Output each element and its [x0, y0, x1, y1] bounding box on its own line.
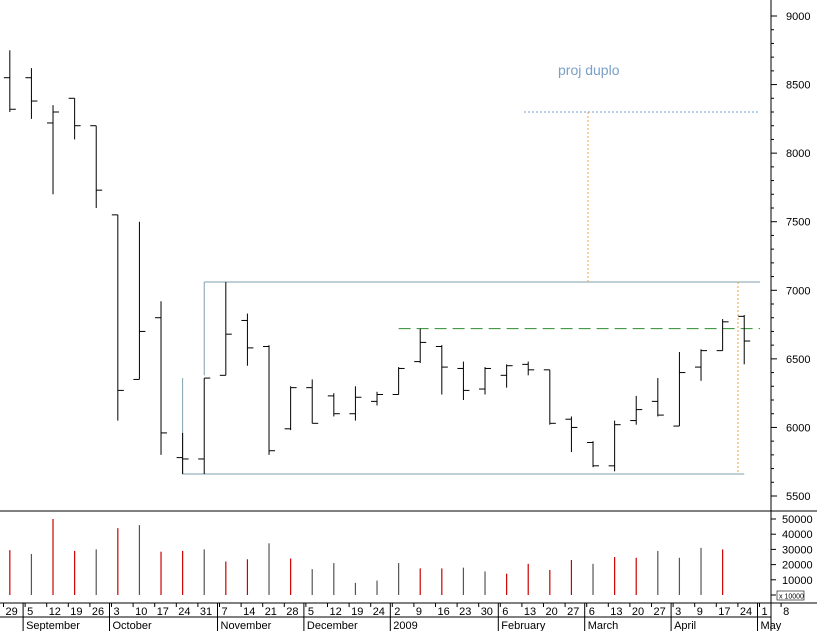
week-tick-label: 29 — [6, 606, 18, 618]
week-tick-label: 8 — [783, 606, 789, 618]
week-tick-label: 7 — [222, 606, 228, 618]
week-tick-label: 19 — [70, 606, 82, 618]
price-tick-label: 7500 — [786, 217, 810, 229]
volume-unit-box — [776, 590, 805, 601]
week-tick-label: 26 — [92, 606, 104, 618]
week-tick-label: 28 — [286, 606, 298, 618]
week-tick-label: 6 — [502, 606, 508, 618]
annotation-label: proj duplo — [558, 62, 620, 78]
month-label: September — [26, 620, 80, 631]
week-tick-label: 13 — [524, 606, 536, 618]
price-tick-label: 7000 — [786, 285, 810, 297]
week-tick-label: 3 — [675, 606, 681, 618]
week-tick-label: 17 — [718, 606, 730, 618]
week-tick-label: 23 — [459, 606, 471, 618]
week-tick-label: 3 — [114, 606, 120, 618]
month-label: December — [307, 620, 358, 631]
week-tick-label: 9 — [697, 606, 703, 618]
week-tick-label: 9 — [416, 606, 422, 618]
week-tick-label: 6 — [589, 606, 595, 618]
volume-unit-label: x 10000 — [779, 594, 804, 601]
volume-tick-label: 50000 — [782, 514, 813, 526]
week-tick-label: 1 — [762, 606, 768, 618]
week-tick-label: 20 — [546, 606, 558, 618]
week-tick-label: 27 — [654, 606, 666, 618]
week-tick-label: 30 — [481, 606, 493, 618]
price-tick-label: 8500 — [786, 80, 810, 92]
month-label: March — [588, 620, 619, 631]
week-tick-label: 5 — [27, 606, 33, 618]
volume-tick-label: 20000 — [782, 560, 813, 572]
week-tick-label: 20 — [632, 606, 644, 618]
volume-tick-label: 10000 — [782, 575, 813, 587]
week-tick-label: 2 — [394, 606, 400, 618]
week-tick-label: 12 — [49, 606, 61, 618]
week-tick-label: 24 — [178, 606, 190, 618]
month-label: April — [674, 620, 696, 631]
month-label: May — [761, 620, 782, 631]
month-label: February — [501, 620, 546, 631]
price-tick-label: 9000 — [786, 11, 810, 23]
price-tick-label: 8000 — [786, 148, 810, 160]
week-tick-label: 31 — [200, 606, 212, 618]
month-label: 2009 — [393, 620, 417, 631]
week-tick-label: 21 — [265, 606, 277, 618]
week-tick-label: 10 — [135, 606, 147, 618]
week-tick-label: 13 — [610, 606, 622, 618]
week-tick-label: 16 — [438, 606, 450, 618]
week-tick-label: 5 — [308, 606, 314, 618]
week-tick-label: 24 — [740, 606, 752, 618]
week-tick-label: 14 — [243, 606, 255, 618]
volume-tick-label: 30000 — [782, 544, 813, 556]
price-tick-label: 6000 — [786, 422, 810, 434]
volume-tick-label: 40000 — [782, 529, 813, 541]
week-tick-label: 12 — [330, 606, 342, 618]
month-label: November — [221, 620, 272, 631]
week-tick-label: 19 — [351, 606, 363, 618]
week-tick-label: 24 — [373, 606, 385, 618]
month-label: October — [113, 620, 152, 631]
price-tick-label: 6500 — [786, 354, 810, 366]
week-tick-label: 27 — [567, 606, 579, 618]
week-tick-label: 17 — [157, 606, 169, 618]
price-tick-label: 5500 — [786, 491, 810, 503]
